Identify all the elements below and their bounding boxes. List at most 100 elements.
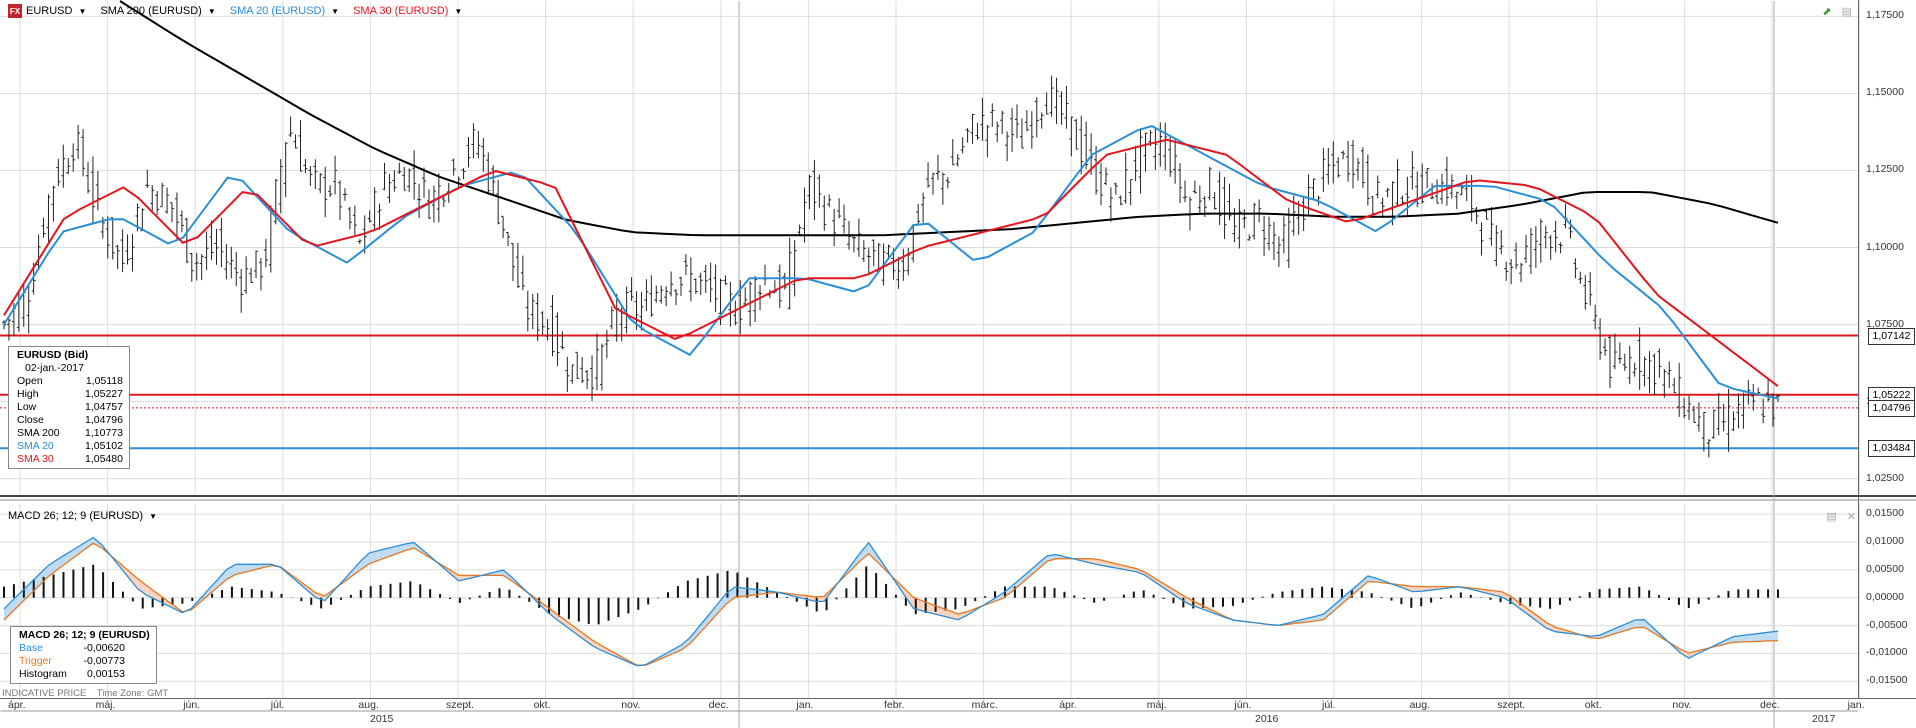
macd-fill	[1492, 590, 1502, 597]
macd-fill	[217, 569, 227, 587]
macd-fill	[1038, 555, 1048, 570]
macd-fill	[1011, 578, 1021, 593]
info-table: Open 1,05118 High 1,05227 Low 1,04757 Close 1,0…	[17, 375, 123, 466]
info-value: 1,04757	[85, 401, 123, 413]
macd-fill	[316, 593, 325, 601]
macd-fill	[743, 588, 753, 597]
price-tick-label: 1,15000	[1866, 86, 1904, 99]
trend-icon[interactable]: ⬈	[1822, 6, 1832, 18]
chevron-down-icon[interactable]: ▼	[454, 6, 463, 16]
month-label: nov.	[1672, 699, 1692, 711]
fx-logo-icon: FX	[8, 4, 22, 18]
save-icon[interactable]: ▤	[1841, 6, 1852, 18]
macd-fill	[75, 543, 85, 557]
info-row: SMA 20 1,05102	[17, 440, 123, 453]
symbol-label: EURUSD	[26, 5, 73, 17]
month-label: máj.	[95, 699, 116, 711]
info-label: Close	[17, 414, 44, 426]
info-label: Histogram	[19, 668, 67, 680]
chevron-down-icon[interactable]: ▼	[207, 6, 216, 16]
macd-fill	[360, 552, 370, 570]
macd-fill	[1510, 596, 1520, 609]
macd-fill	[1537, 615, 1547, 628]
chevron-down-icon[interactable]: ▼	[149, 511, 158, 521]
macd-fill	[235, 564, 245, 575]
month-label: jan.	[1847, 699, 1865, 711]
macd-fill	[503, 570, 513, 582]
macd-fill	[128, 571, 138, 589]
month-label: okt.	[533, 699, 551, 711]
chevron-down-icon[interactable]: ▼	[78, 6, 87, 16]
price-tick-label: 1,17500	[1866, 9, 1904, 22]
macd-fill	[1341, 591, 1351, 605]
indicator-sma200[interactable]: SMA 200 (EURUSD) ▼	[100, 5, 215, 17]
info-value: 1,05480	[85, 453, 123, 465]
info-row: Low 1,04757	[17, 401, 123, 414]
symbol-selector[interactable]: EURUSD ▼	[26, 5, 86, 17]
macd-fill	[1733, 635, 1743, 643]
macd-fill	[449, 569, 459, 581]
month-label: okt.	[1584, 699, 1602, 711]
macd-fill	[30, 573, 40, 594]
macd-fill	[681, 637, 691, 650]
macd-fill	[12, 591, 22, 612]
macd-selector[interactable]: MACD 26; 12; 9 (EURUSD) ▼	[8, 510, 157, 522]
macd-fill	[369, 550, 379, 564]
close-icon[interactable]: ✕	[1846, 511, 1856, 523]
macd-fill	[1171, 588, 1181, 600]
macd-fill	[1020, 571, 1030, 585]
macd-fill	[57, 553, 67, 570]
macd-fill	[699, 615, 709, 634]
macd-tick-label: -0,01500	[1866, 674, 1908, 687]
macd-fill	[1546, 622, 1556, 632]
macd-fill	[1359, 576, 1368, 590]
macd-fill	[850, 553, 860, 571]
macd-fill	[1742, 634, 1752, 642]
info-title: MACD 26; 12; 9 (EURUSD)	[19, 629, 150, 641]
info-label: SMA 200	[17, 427, 60, 439]
info-value: 0,00153	[87, 668, 125, 680]
macd-tick-label: 0,01500	[1866, 507, 1904, 520]
price-tick-label: 1,10000	[1866, 240, 1904, 253]
sma-line-sma200	[119, 0, 1779, 237]
chevron-down-icon[interactable]: ▼	[331, 6, 340, 16]
macd-fill	[84, 537, 94, 550]
macd-fill	[1162, 583, 1172, 594]
macd-fill	[1323, 606, 1333, 620]
macd-fill	[717, 593, 727, 614]
macd-fill	[868, 542, 878, 563]
macd-fill	[1136, 568, 1146, 576]
macd-fill	[1599, 631, 1609, 639]
indicator-sma30[interactable]: SMA 30 (EURUSD) ▼	[353, 5, 462, 17]
macd-fill	[904, 588, 914, 609]
macd-fill	[1314, 614, 1324, 622]
month-label: ápr.	[8, 699, 26, 711]
price-tag: 1,03484	[1868, 440, 1915, 458]
price-tick-label: 1,02500	[1866, 471, 1904, 484]
info-row: Close 1,04796	[17, 414, 123, 427]
macd-fill	[39, 565, 49, 586]
macd-info-box: MACD 26; 12; 9 (EURUSD) Base -0,00620 Trig…	[10, 626, 157, 684]
macd-fill	[565, 620, 575, 633]
info-value: 1,04796	[85, 414, 123, 426]
save-icon[interactable]: ▤	[1826, 511, 1837, 523]
info-label: High	[17, 388, 39, 400]
macd-fill	[1332, 598, 1342, 613]
info-label: SMA 30	[17, 453, 54, 465]
price-tag: 1,04796	[1868, 399, 1915, 417]
macd-fill	[1751, 633, 1761, 642]
month-label: jan.	[796, 699, 814, 711]
month-label: szept.	[446, 699, 475, 711]
sma-line-sma30	[3, 138, 1779, 387]
info-label: SMA 20	[17, 440, 54, 452]
price-tag: 1,07142	[1868, 327, 1915, 345]
month-label: nov.	[621, 699, 641, 711]
indicator-sma20[interactable]: SMA 20 (EURUSD) ▼	[230, 5, 339, 17]
price-tag: 1,05222	[1868, 386, 1915, 404]
macd-tick-label: 0,00000	[1866, 590, 1904, 603]
macd-fill	[1519, 602, 1529, 615]
info-row: SMA 30 1,05480	[17, 453, 123, 466]
macd-tick-label: -0,00500	[1866, 618, 1908, 631]
price-tick-label: 1,07500	[1866, 317, 1904, 330]
